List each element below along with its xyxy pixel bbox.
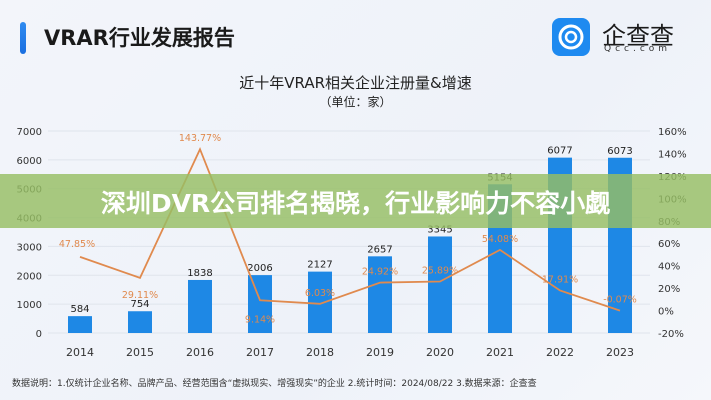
bar: [308, 271, 332, 333]
bar-value-label: 2127: [307, 260, 332, 271]
report-title: VRAR行业发展报告: [44, 26, 235, 50]
bar: [428, 236, 452, 333]
growth-label: 9.14%: [245, 314, 275, 325]
bar: [248, 275, 272, 333]
right-tick-label: 40%: [658, 262, 680, 273]
x-tick-label: 2023: [606, 346, 634, 359]
bar: [188, 279, 212, 333]
right-tick-label: 140%: [658, 149, 687, 160]
left-tick-label: 2000: [17, 271, 42, 282]
x-tick-label: 2015: [126, 346, 154, 359]
left-tick-label: 0: [36, 329, 42, 340]
growth-label: 25.89%: [422, 266, 458, 277]
chart-subtitle: （单位：家）: [319, 95, 392, 109]
title-accent: [20, 22, 26, 54]
x-tick-label: 2016: [186, 346, 214, 359]
logo-text: 企查查: [602, 22, 674, 50]
qcc-logo-icon: [552, 18, 590, 56]
growth-label: 54.08%: [482, 234, 518, 245]
bar: [368, 256, 392, 333]
x-tick-label: 2019: [366, 346, 394, 359]
left-tick-label: 6000: [17, 156, 42, 167]
x-tick-label: 2021: [486, 346, 514, 359]
headline-text: 深圳DVR公司排名揭晓，行业影响力不容小觑: [100, 189, 611, 218]
right-tick-label: -20%: [658, 329, 684, 340]
x-tick-label: 2014: [66, 346, 94, 359]
x-tick-label: 2022: [546, 346, 574, 359]
bar-value-label: 2657: [367, 244, 392, 255]
x-tick-label: 2020: [426, 346, 454, 359]
left-tick-label: 3000: [17, 242, 42, 253]
x-tick-label: 2018: [306, 346, 334, 359]
growth-label: -0.07%: [603, 295, 637, 306]
x-tick-label: 2017: [246, 346, 274, 359]
bar-value-label: 6077: [547, 146, 572, 157]
growth-label: 47.85%: [59, 239, 95, 250]
growth-label: 29.11%: [122, 290, 158, 301]
right-tick-label: 60%: [658, 239, 680, 250]
right-tick-label: 20%: [658, 284, 680, 295]
left-tick-label: 1000: [17, 300, 42, 311]
logo-sub: Qcc.com: [604, 44, 672, 54]
growth-label: 24.92%: [362, 267, 398, 278]
bar: [68, 316, 92, 333]
growth-label: 143.77%: [179, 133, 221, 144]
bar-value-label: 2006: [247, 263, 272, 274]
bar-value-label: 754: [130, 299, 149, 310]
growth-label: 6.03%: [305, 288, 335, 299]
bar: [128, 311, 152, 333]
bar-value-label: 3345: [427, 224, 452, 235]
headline-banner: [0, 174, 711, 228]
right-tick-label: 160%: [658, 127, 687, 138]
right-tick-label: 0%: [658, 307, 674, 318]
bar-value-label: 584: [70, 304, 89, 315]
growth-label: 17.91%: [542, 274, 578, 285]
bar-value-label: 6073: [607, 146, 632, 157]
left-tick-label: 7000: [17, 127, 42, 138]
chart-title: 近十年VRAR相关企业注册量&增速: [239, 74, 472, 92]
footnote: 数据说明：1.仅统计企业名称、品牌产品、经营范围含“虚拟现实、增强现实”的企业 …: [12, 379, 537, 389]
bar-value-label: 1838: [187, 268, 212, 279]
